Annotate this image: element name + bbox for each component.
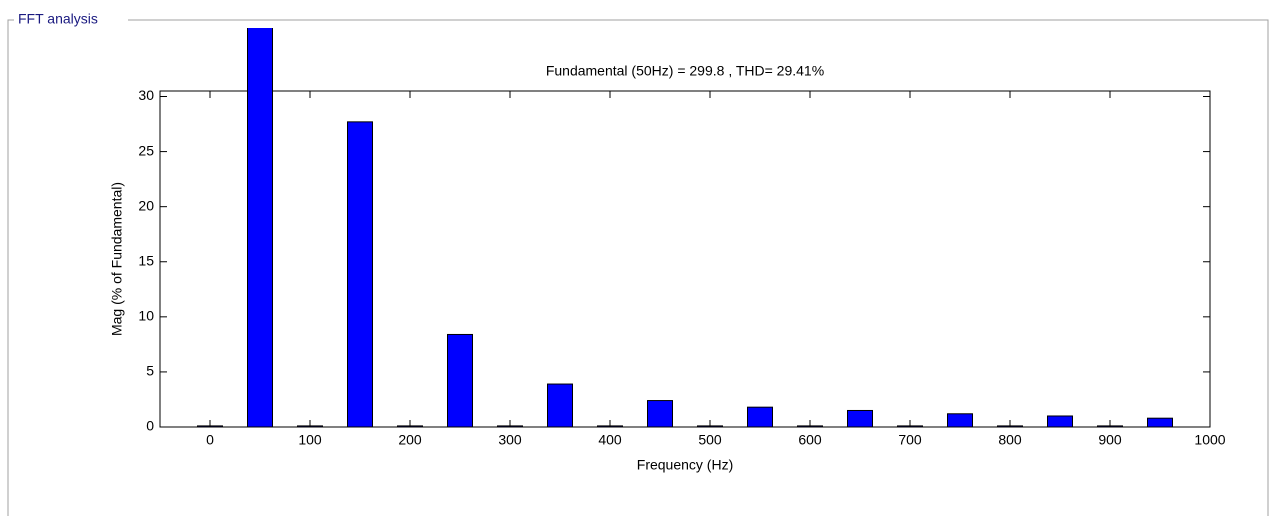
y-axis-label: Mag (% of Fundamental) <box>109 182 125 336</box>
y-tick-label: 20 <box>138 197 154 213</box>
bar <box>247 28 273 428</box>
bar <box>447 333 473 428</box>
bar <box>747 406 773 428</box>
y-tick-label: 5 <box>146 363 154 379</box>
bars <box>197 28 1173 428</box>
x-tick-label: 700 <box>898 432 922 448</box>
x-tick-label: 800 <box>998 432 1022 448</box>
y-tick-label: 25 <box>138 142 154 158</box>
y-tick-label: 10 <box>138 308 154 324</box>
x-tick-label: 600 <box>798 432 822 448</box>
bar <box>547 383 573 428</box>
bar <box>1147 417 1173 428</box>
x-tick-label: 900 <box>1098 432 1122 448</box>
x-axis-label: Frequency (Hz) <box>637 457 733 473</box>
x-tick-label: 0 <box>206 432 214 448</box>
x-tick-label: 1000 <box>1194 432 1225 448</box>
axes-box <box>159 90 1211 428</box>
y-tick-label: 0 <box>146 418 154 434</box>
x-tick-label: 400 <box>598 432 622 448</box>
x-tick-label: 500 <box>698 432 722 448</box>
bar <box>647 400 673 428</box>
bar <box>1047 415 1073 428</box>
bar <box>947 413 973 428</box>
panel-title: FFT analysis <box>18 11 98 27</box>
bar <box>847 409 873 428</box>
chart-title: Fundamental (50Hz) = 299.8 , THD= 29.41% <box>546 63 824 79</box>
x-tick-label: 200 <box>398 432 422 448</box>
bar <box>347 121 373 428</box>
panel-border <box>7 19 1269 516</box>
y-tick-label: 30 <box>138 87 154 103</box>
y-tick-label: 15 <box>138 252 154 268</box>
x-tick-label: 100 <box>298 432 322 448</box>
x-tick-label: 300 <box>498 432 522 448</box>
